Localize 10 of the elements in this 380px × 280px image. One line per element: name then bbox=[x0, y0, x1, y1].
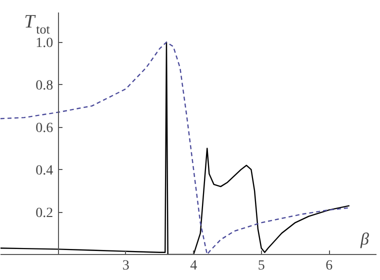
y-tick-label: 0.4 bbox=[36, 164, 54, 179]
x-tick-label: 3 bbox=[122, 258, 130, 274]
x-axis-title: β bbox=[360, 230, 370, 248]
y-tick-label: 0.8 bbox=[36, 78, 54, 94]
y-tick-label: 0.6 bbox=[36, 121, 54, 136]
y-tick-label: 0.2 bbox=[36, 206, 54, 222]
x-tick-label: 6 bbox=[326, 258, 333, 274]
x-tick-label: 5 bbox=[258, 258, 265, 274]
x-tick-label: 4 bbox=[190, 258, 198, 274]
y-tick-label: 1.0 bbox=[36, 36, 54, 52]
